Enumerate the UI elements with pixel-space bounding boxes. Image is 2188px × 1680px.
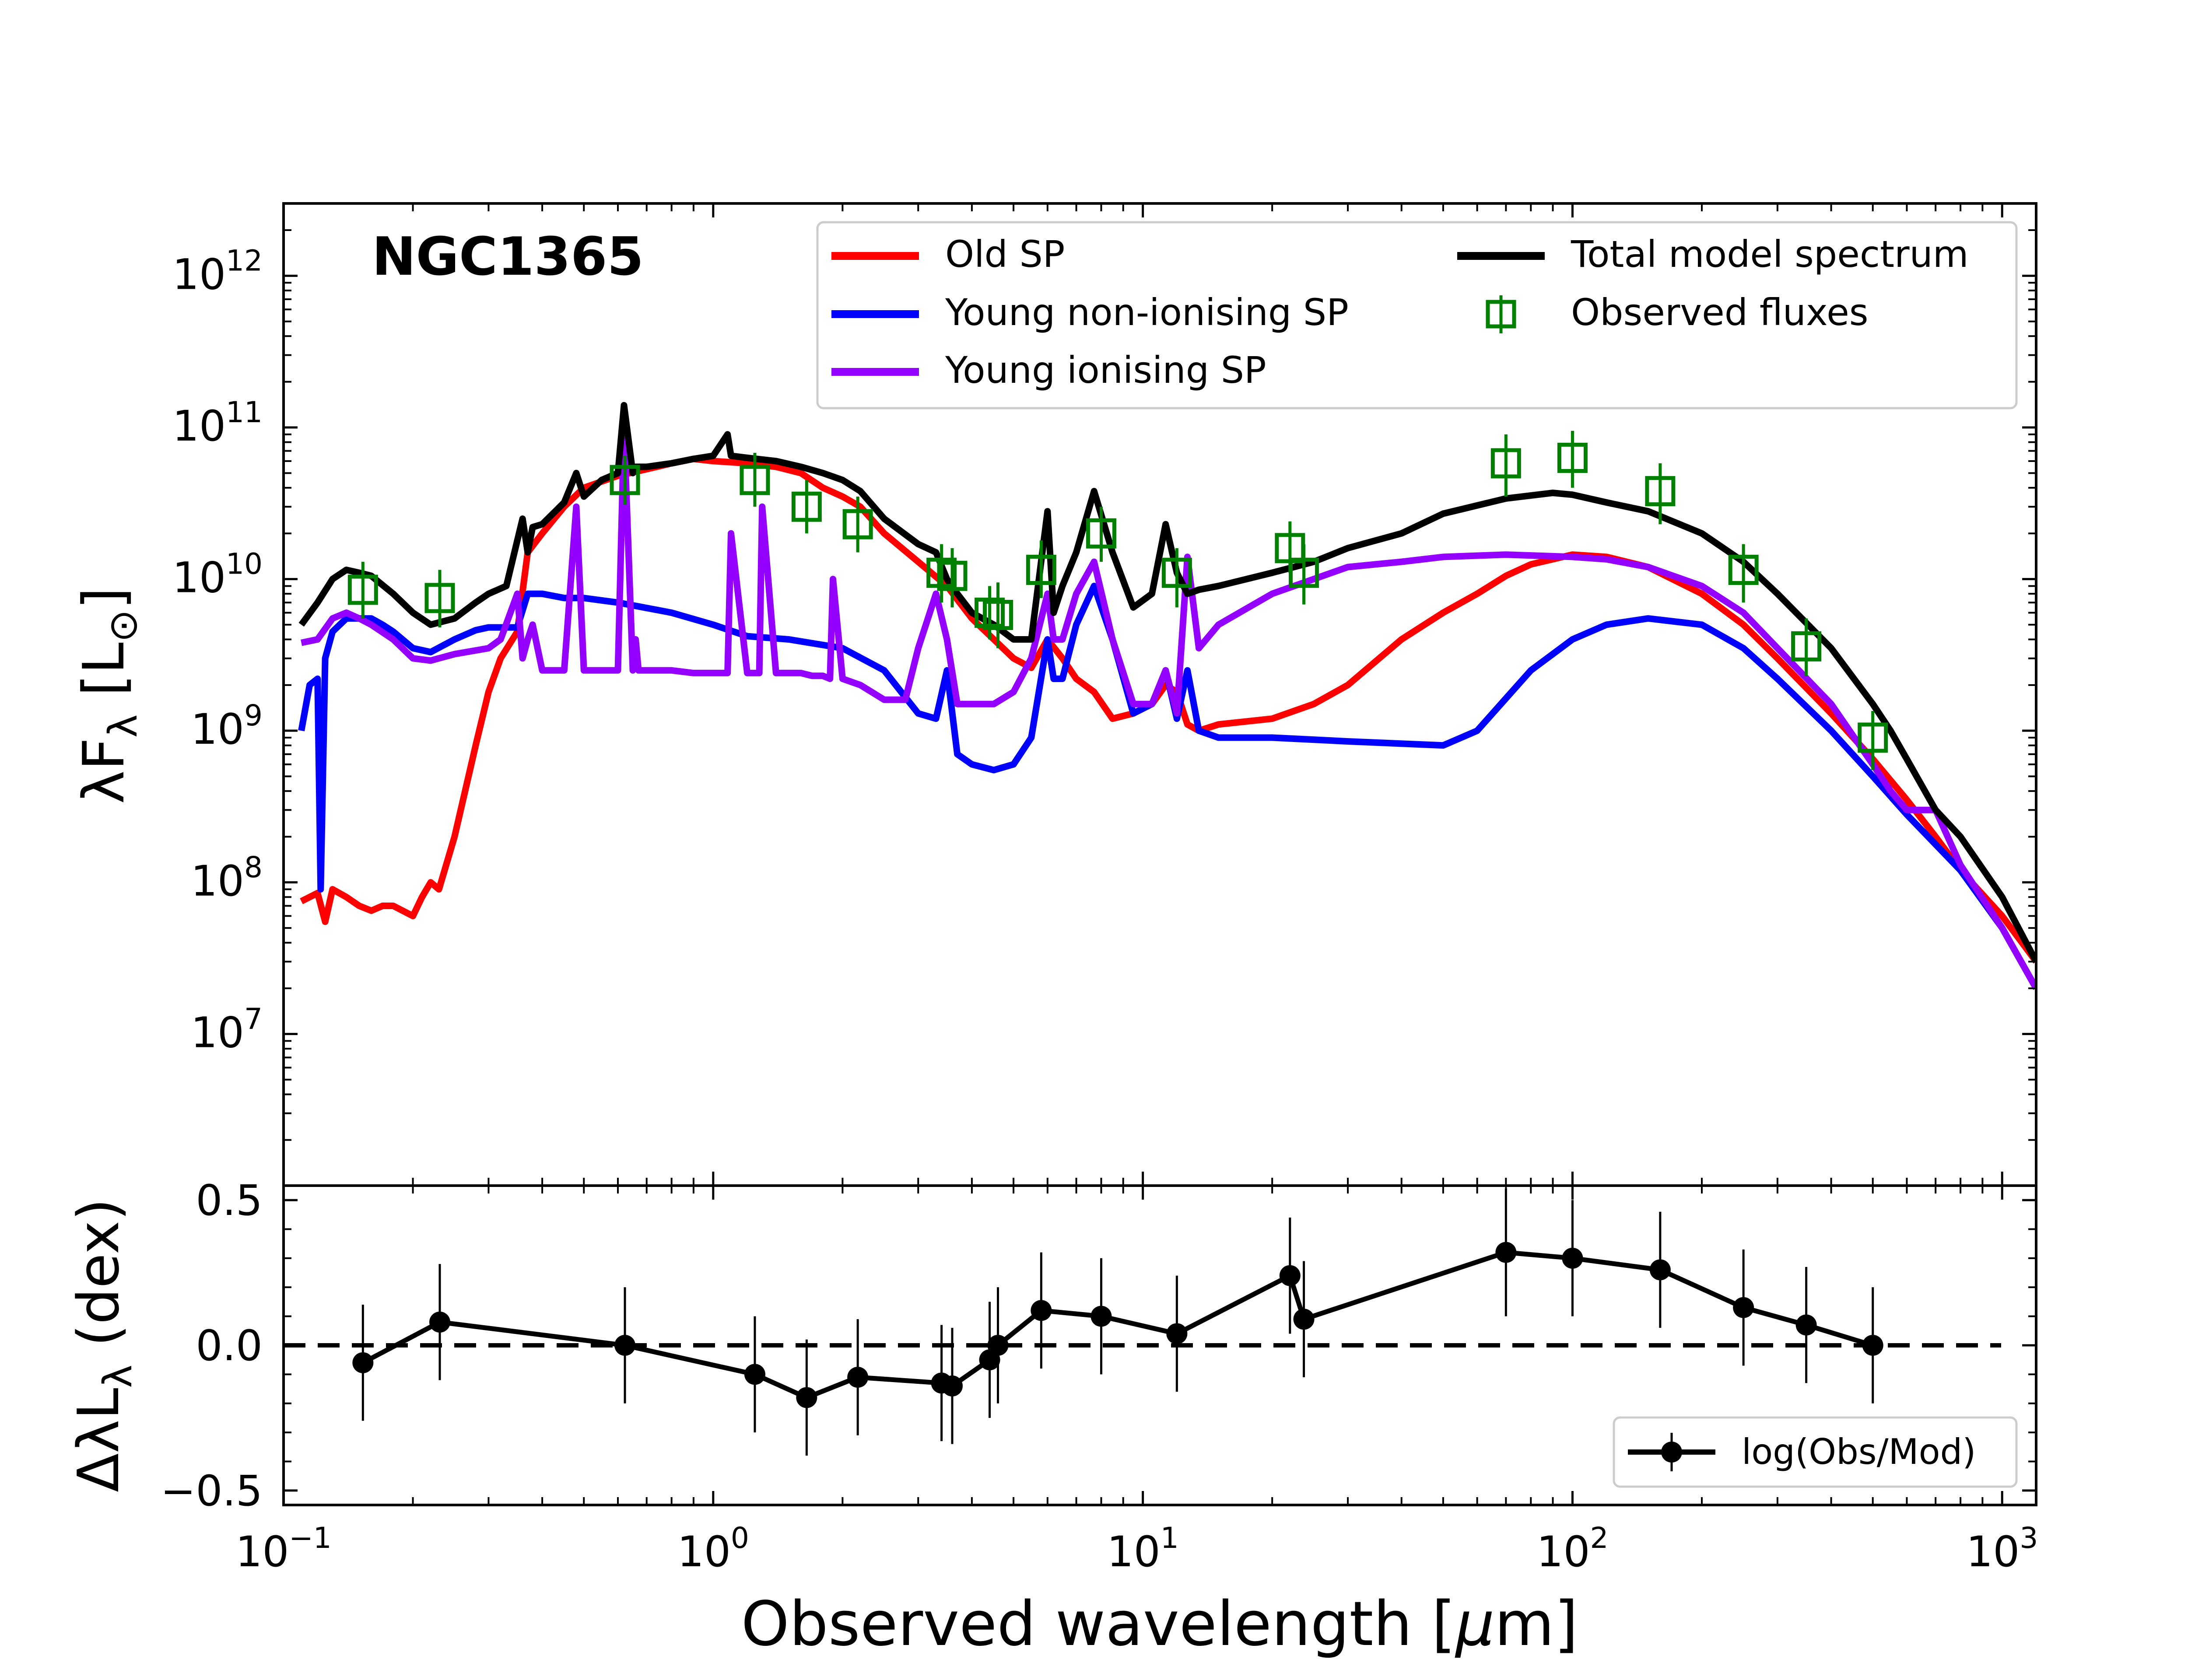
residual-point [1795,1314,1817,1336]
observed-flux-point [1086,518,1116,549]
observed-flux-point [975,597,1005,628]
residual-legend-frame [1613,1416,2018,1488]
model-spectra [298,402,2036,990]
residual-y-tick-label: 0.5 [196,1176,263,1225]
legend-label-young-ionising: Young ionising SP [945,349,1266,392]
x-tick-label: 10−1 [235,1521,331,1576]
residual-point [1279,1265,1301,1286]
residual-point [1733,1297,1754,1318]
residual-legend: log(Obs/Mod) [1613,1416,2018,1488]
residual-point [1166,1323,1188,1344]
residual-point [1495,1242,1517,1263]
legend-label-observed-fluxes: Observed fluxes [1571,291,1869,334]
observed-fluxes [347,430,1888,770]
residual-y-tick-label: 0.0 [196,1321,263,1370]
x-tick-label: 100 [677,1521,749,1576]
y-tick-label: 1012 [172,244,263,299]
y-tick-label: 1011 [172,396,263,451]
residual-point [1031,1300,1052,1321]
legend-swatch-observed-fluxes [1486,295,1516,333]
residual-legend-swatch-marker [1661,1442,1682,1463]
x-tick-label: 103 [1966,1521,2038,1576]
residual-series [352,1188,1883,1456]
observed-flux-point [1728,555,1759,585]
residual-point [1649,1259,1671,1281]
observed-flux-point [740,465,770,495]
series-line-young-non-ionising-sp [298,582,2036,990]
legend-label-total-model: Total model spectrum [1571,233,1969,276]
panel-title: NGC1365 [372,227,644,287]
sed-y-axis-label: λFλ [L⊙] [70,587,146,804]
x-axis-label: Observed wavelength [μm] [741,1589,1578,1660]
y-tick-label: 109 [191,699,263,754]
residual-point [1293,1309,1315,1330]
y-tick-label: 108 [191,850,263,906]
residual-y-axis-label: ΔλLλ (dex) [65,1198,141,1492]
observed-flux-point [1289,557,1319,588]
series-line-young-ionising-sp [301,424,2036,990]
observed-flux-point [983,600,1013,630]
sed-panel: 107 108 109 1010 1011 1012 NGC1365 Old SP You… [70,202,2037,1187]
residual-point [614,1335,636,1356]
legend-label-young-non-ionising: Young non-ionising SP [945,291,1349,334]
residual-point [987,1335,1009,1356]
observed-flux-point [424,583,455,613]
residual-panel-ticks: 0.5 0.0 −0.510−1 100 101 102 103 [161,1176,2038,1576]
residual-panel-frame [282,1184,2037,1506]
residual-point [1862,1335,1883,1356]
observed-flux-point [791,491,822,522]
x-tick-label: 101 [1107,1521,1179,1576]
observed-flux-point [842,509,873,539]
observed-flux-point [937,560,968,591]
observed-flux-point [1557,443,1588,473]
y-tick-label: 107 [191,1002,263,1057]
legend-label-old-sp: Old SP [945,233,1065,276]
sed-legend: Old SP Young non-ionising SP Young ionis… [816,221,2018,410]
observed-flux-point [1026,555,1056,585]
observed-flux-point [1858,722,1888,753]
series-line-total-model-spectrum [298,402,2036,963]
residual-point [796,1387,817,1408]
observed-flux-point [347,574,378,605]
residual-y-tick-label: −0.5 [161,1466,263,1516]
observed-flux-point [1645,476,1676,507]
residual-point [847,1367,869,1388]
residual-point [429,1311,450,1333]
observed-flux-point [1161,557,1192,588]
residual-panel: 0.50.0−0.510−1 100 101 102 103 log(Obs/Mod) … [65,1176,2038,1660]
observed-flux-point [610,465,640,495]
observed-flux-point [926,557,957,588]
residual-point [744,1364,765,1385]
residual-point [352,1352,374,1373]
legend-frame [816,221,2018,410]
observed-flux-point [1791,631,1822,662]
residual-point [1562,1247,1583,1269]
observed-flux-point [1490,448,1521,479]
residual-point [942,1375,963,1396]
residual-legend-label: log(Obs/Mod) [1742,1432,1976,1472]
residual-point [1090,1306,1112,1327]
y-tick-label: 1010 [172,547,263,602]
x-tick-label: 102 [1536,1521,1608,1576]
